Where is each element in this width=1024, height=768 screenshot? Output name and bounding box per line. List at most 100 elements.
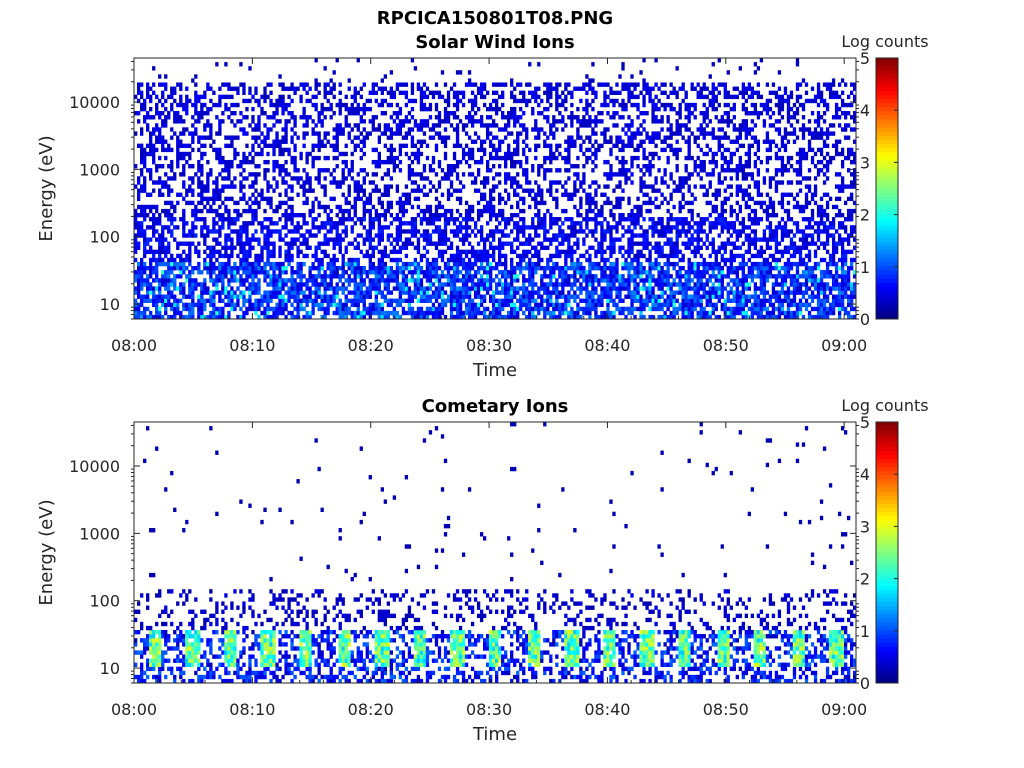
spectrogram-cell: [245, 237, 249, 242]
spectrogram-cell: [522, 172, 526, 177]
spectrogram-cell: [344, 298, 348, 303]
spectrogram-cell: [525, 261, 529, 267]
spectrogram-cell: [464, 306, 469, 312]
spectrogram-cell: [152, 90, 156, 96]
spectrogram-cell: [149, 257, 153, 263]
spectrogram-cell: [371, 249, 375, 255]
spectrogram-cell: [314, 286, 318, 291]
spectrogram-cell: [275, 265, 279, 271]
spectrogram-cell: [350, 265, 354, 271]
spectrogram-cell: [191, 208, 195, 214]
spectrogram-cell: [473, 233, 478, 238]
spectrogram-cell: [311, 298, 315, 303]
spectrogram-cell: [386, 253, 391, 259]
spectrogram-cell: [311, 282, 315, 287]
spectrogram-cell: [446, 196, 451, 202]
spectrogram-cell: [353, 180, 357, 185]
spectrogram-cell: [230, 94, 234, 100]
spectrogram-cell: [585, 208, 589, 214]
spectrogram-cell: [510, 298, 514, 303]
spectrogram-cell: [221, 159, 225, 165]
spectrogram-cell: [410, 298, 415, 303]
spectrogram-cell: [603, 94, 607, 100]
spectrogram-cell: [495, 265, 499, 271]
spectrogram-cell: [242, 155, 246, 161]
spectrogram-cell: [537, 172, 541, 177]
spectrogram-cell: [546, 261, 550, 267]
spectrogram-cell: [540, 127, 544, 132]
spectrogram-cell: [143, 119, 147, 124]
spectrogram-cell: [209, 298, 213, 303]
spectrogram-cell: [519, 302, 523, 308]
spectrogram-cell: [302, 306, 306, 312]
spectrogram-cell: [230, 221, 234, 226]
spectrogram-cell: [209, 143, 213, 149]
spectrogram-cell: [555, 302, 559, 308]
spectrogram-cell: [507, 192, 511, 197]
spectrogram-cell: [507, 143, 511, 149]
spectrogram-cell: [272, 151, 276, 157]
spectrogram-cell: [516, 180, 520, 185]
spectrogram-cell: [341, 265, 345, 271]
spectrogram-cell: [389, 302, 394, 308]
spectrogram-cell: [257, 172, 261, 177]
spectrogram-cell: [597, 143, 601, 149]
spectrogram-cell: [404, 102, 409, 108]
spectrogram-cell: [498, 310, 502, 316]
spectrogram-cell: [182, 257, 186, 263]
spectrogram-cell: [353, 274, 357, 279]
spectrogram-cell: [621, 212, 625, 218]
spectrogram-cell: [615, 155, 619, 161]
spectrogram-cell: [368, 200, 372, 206]
spectrogram-cell: [206, 119, 210, 124]
spectrogram-cell: [431, 282, 436, 287]
spectrogram-cell: [428, 265, 433, 271]
spectrogram-cell: [332, 143, 336, 149]
spectrogram-cell: [555, 90, 559, 96]
spectrogram-cell: [293, 278, 297, 283]
spectrogram-cell: [534, 282, 538, 287]
spectrogram-cell: [197, 270, 201, 275]
spectrogram-cell: [582, 139, 586, 144]
spectrogram-cell: [537, 94, 541, 100]
spectrogram-cell: [543, 282, 547, 287]
spectrogram-cell: [491, 147, 496, 153]
spectrogram-cell: [188, 241, 192, 246]
spectrogram-cell: [224, 62, 228, 67]
spectrogram-cell: [269, 282, 273, 287]
spectrogram-cell: [227, 94, 231, 100]
spectrogram-cell: [218, 274, 222, 279]
spectrogram-cell: [404, 221, 409, 226]
spectrogram-cell: [416, 290, 421, 295]
spectrogram-cell: [516, 82, 520, 87]
spectrogram-cell: [579, 135, 583, 140]
spectrogram-cell: [155, 298, 159, 303]
spectrogram-cell: [513, 188, 517, 193]
spectrogram-cell: [146, 306, 150, 312]
spectrogram-cell: [359, 286, 363, 291]
spectrogram-cell: [464, 253, 469, 259]
spectrogram-cell: [296, 290, 300, 295]
spectrogram-cell: [473, 102, 478, 108]
spectrogram-cell: [353, 314, 357, 320]
spectrogram-cell: [266, 298, 270, 303]
spectrogram-cell: [395, 274, 400, 279]
spectrogram-cell: [458, 225, 463, 230]
spectrogram-cell: [380, 78, 384, 83]
spectrogram-cell: [591, 127, 595, 132]
spectrogram-cell: [185, 111, 189, 116]
spectrogram-cell: [242, 310, 246, 316]
spectrogram-cell: [155, 237, 159, 242]
spectrogram-cell: [356, 241, 360, 246]
spectrogram-cell: [266, 306, 270, 312]
spectrogram-cell: [606, 184, 610, 189]
spectrogram-cell: [341, 172, 345, 177]
spectrogram-cell: [323, 176, 327, 181]
spectrogram-cell: [576, 245, 580, 250]
spectrogram-cell: [323, 278, 327, 283]
spectrogram-cell: [443, 208, 448, 214]
spectrogram-cell: [242, 298, 246, 303]
spectrogram-cell: [287, 212, 291, 218]
spectrogram-cell: [582, 310, 586, 316]
spectrogram-cell: [576, 270, 580, 275]
